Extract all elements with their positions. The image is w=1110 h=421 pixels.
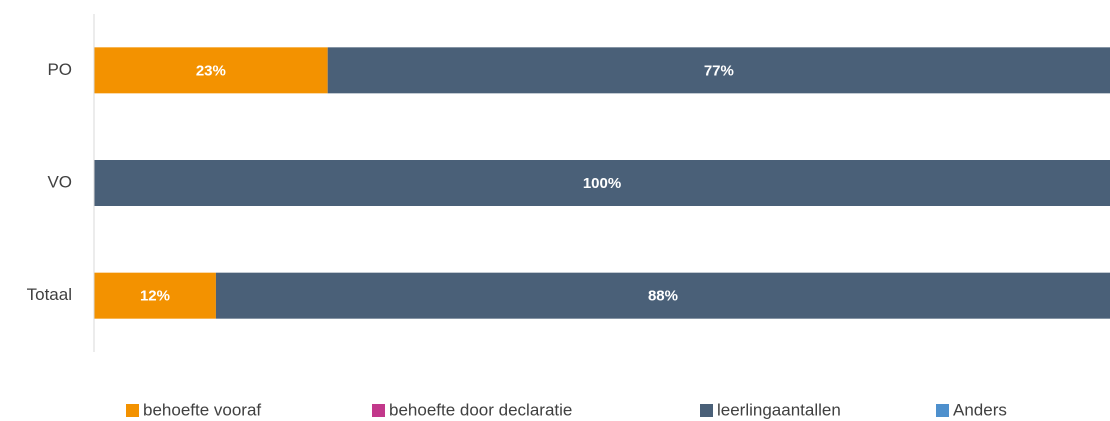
bar-segment (94, 272, 216, 319)
y-tick-label: VO (47, 172, 72, 191)
bar-segment (94, 160, 1110, 206)
data-label: 100% (583, 175, 621, 192)
data-label: 77% (704, 62, 734, 79)
legend-label: Anders (953, 400, 1007, 419)
data-label: 88% (648, 288, 678, 305)
data-label: 23% (196, 62, 226, 79)
bar-segment (215, 272, 1110, 319)
data-label: 12% (140, 288, 170, 305)
legend-label: leerlingaantallen (717, 400, 841, 419)
legend-swatch (372, 404, 385, 417)
bar-segment (94, 47, 328, 94)
legend-swatch (700, 404, 713, 417)
legend-swatch (936, 404, 949, 417)
legend-label: behoefte door declaratie (389, 400, 572, 419)
bar-segment (327, 47, 1110, 94)
y-tick-label: PO (47, 60, 72, 79)
y-tick-label: Totaal (27, 285, 72, 304)
legend-label: behoefte vooraf (143, 400, 261, 419)
legend-swatch (126, 404, 139, 417)
